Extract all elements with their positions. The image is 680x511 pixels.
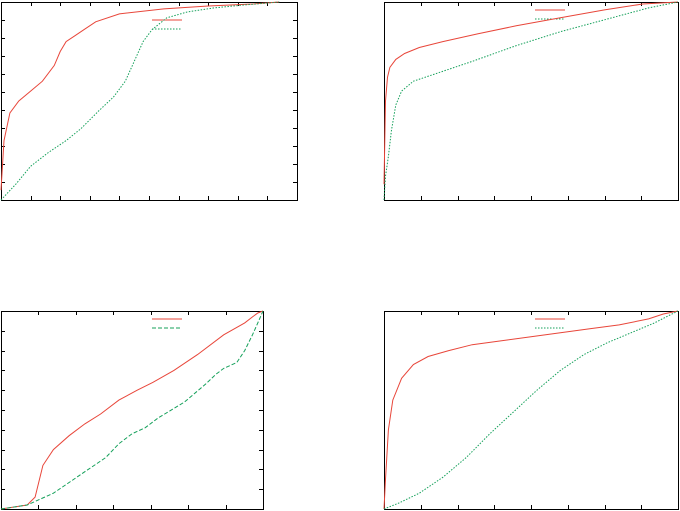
- series-line-0: [0, 310, 264, 510]
- chart-top-left: [0, 1, 298, 201]
- plot-frame: [1, 311, 264, 510]
- series-line-0: [383, 1, 679, 185]
- chart-bottom-right: [383, 310, 679, 510]
- chart-bottom-left: [0, 310, 264, 510]
- series-line-0: [0, 1, 280, 191]
- series-line-1: [0, 310, 264, 510]
- plot-frame: [384, 311, 679, 510]
- series-line-1: [0, 1, 280, 201]
- plot-frame: [384, 2, 679, 201]
- chart-top-right: [383, 1, 679, 201]
- series-line-1: [383, 310, 679, 510]
- series-line-0: [383, 310, 679, 510]
- plot-frame: [1, 2, 298, 201]
- series-line-1: [383, 1, 679, 201]
